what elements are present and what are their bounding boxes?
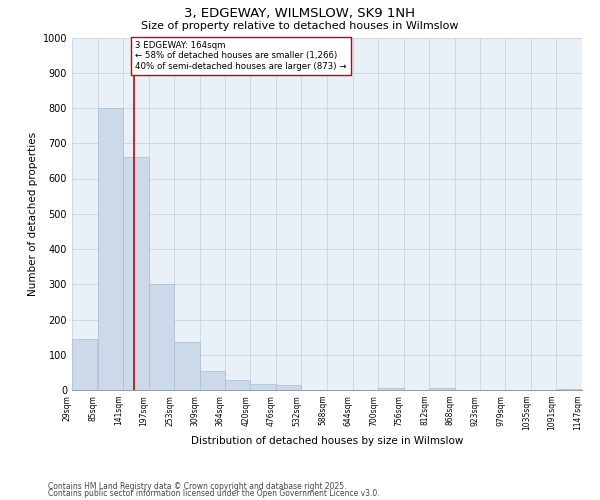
Bar — [225, 380, 250, 390]
Text: Size of property relative to detached houses in Wilmslow: Size of property relative to detached ho… — [141, 21, 459, 31]
Text: 3, EDGEWAY, WILMSLOW, SK9 1NH: 3, EDGEWAY, WILMSLOW, SK9 1NH — [185, 8, 415, 20]
Bar — [149, 284, 174, 390]
Bar — [250, 384, 276, 390]
Bar — [557, 388, 582, 390]
Bar — [429, 388, 455, 390]
Text: Contains HM Land Registry data © Crown copyright and database right 2025.: Contains HM Land Registry data © Crown c… — [48, 482, 347, 491]
Bar — [200, 370, 225, 390]
Bar — [72, 339, 97, 390]
Text: Contains public sector information licensed under the Open Government Licence v3: Contains public sector information licen… — [48, 490, 380, 498]
X-axis label: Distribution of detached houses by size in Wilmslow: Distribution of detached houses by size … — [191, 436, 463, 446]
Bar — [123, 158, 149, 390]
Bar — [98, 108, 123, 390]
Text: 3 EDGEWAY: 164sqm
← 58% of detached houses are smaller (1,266)
40% of semi-detac: 3 EDGEWAY: 164sqm ← 58% of detached hous… — [135, 41, 346, 71]
Bar — [276, 385, 301, 390]
Bar — [378, 388, 404, 390]
Y-axis label: Number of detached properties: Number of detached properties — [28, 132, 38, 296]
Bar — [174, 342, 200, 390]
